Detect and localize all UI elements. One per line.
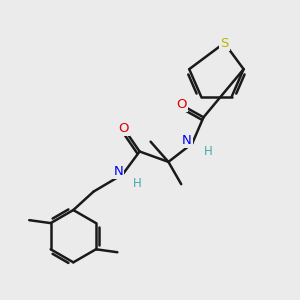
Text: O: O bbox=[118, 122, 129, 135]
Text: S: S bbox=[220, 37, 229, 50]
Text: N: N bbox=[182, 134, 192, 147]
Text: N: N bbox=[113, 165, 123, 178]
Text: O: O bbox=[176, 98, 187, 111]
Text: H: H bbox=[204, 145, 212, 158]
Text: H: H bbox=[133, 177, 142, 190]
